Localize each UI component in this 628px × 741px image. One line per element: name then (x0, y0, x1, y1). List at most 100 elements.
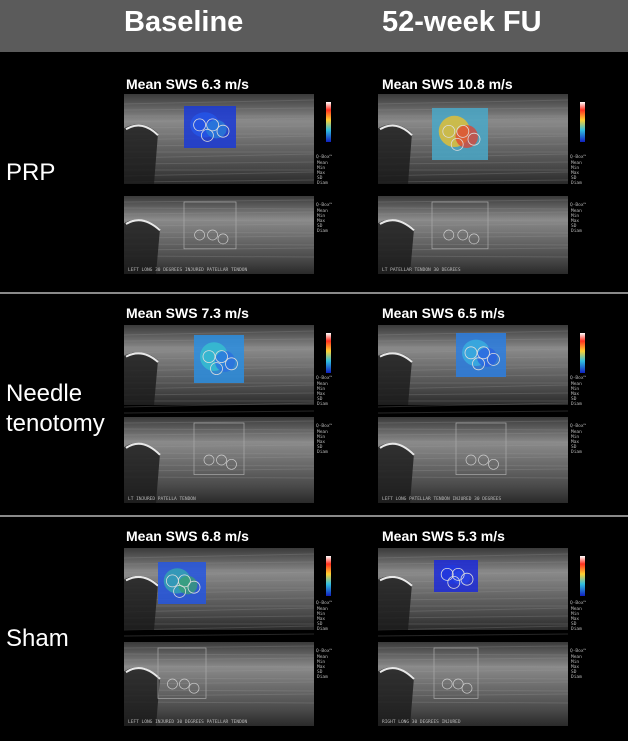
svg-text:Max: Max (571, 218, 579, 224)
svg-text:Diam: Diam (317, 674, 328, 680)
svg-text:Mean: Mean (571, 429, 582, 435)
svg-text:Q-Box™: Q-Box™ (570, 648, 587, 654)
colorbar (580, 556, 585, 596)
svg-text:Diam: Diam (571, 180, 582, 186)
elastography-color-box (158, 562, 206, 604)
svg-text:Q-Box™: Q-Box™ (316, 154, 333, 160)
ultrasound-panel: Q-Box™ Mean Min Max SD Diam RIGHT LONG 30 DEGR… (377, 548, 598, 741)
svg-text:SD: SD (571, 175, 577, 181)
ultrasound-panel: Q-Box™ Mean Min Max SD Diam LEFT LONG INJURED … (123, 548, 344, 741)
elastography-color-box (194, 335, 244, 383)
svg-text:Max: Max (317, 218, 325, 224)
svg-text:Min: Min (317, 213, 325, 219)
svg-text:SD: SD (317, 223, 323, 229)
svg-text:Q-Box™: Q-Box™ (316, 375, 333, 381)
svg-text:Max: Max (317, 439, 325, 445)
svg-text:Q-Box™: Q-Box™ (570, 600, 587, 606)
row-label-needle-tenotomy: Needle tenotomy (6, 380, 105, 437)
svg-text:Diam: Diam (571, 449, 582, 455)
row-label-sham: Sham (6, 625, 69, 652)
svg-text:Max: Max (571, 170, 579, 176)
image-caption: RIGHT LONG 30 DEGREES INJURED (382, 719, 461, 725)
row-divider (0, 515, 628, 517)
svg-text:Q-Box™: Q-Box™ (570, 154, 587, 160)
svg-text:Q-Box™: Q-Box™ (570, 423, 587, 429)
svg-text:Max: Max (571, 391, 579, 397)
svg-text:Mean: Mean (317, 654, 328, 660)
svg-text:Min: Min (317, 165, 325, 171)
svg-text:SD: SD (571, 223, 577, 229)
colorbar (326, 102, 331, 142)
svg-text:Max: Max (317, 664, 325, 670)
row-divider (0, 292, 628, 294)
svg-text:Diam: Diam (317, 228, 328, 234)
svg-text:Diam: Diam (317, 180, 328, 186)
svg-text:Min: Min (571, 213, 579, 219)
svg-text:Mean: Mean (317, 208, 328, 214)
mean-sws-label: Mean SWS 7.3 m/s (126, 305, 249, 321)
svg-text:Min: Min (571, 611, 579, 617)
colorbar (326, 556, 331, 596)
svg-text:SD: SD (571, 669, 577, 675)
svg-text:Min: Min (571, 165, 579, 171)
row-prp: PRP Mean SWS 6.3 m/s Mean SWS 10.8 m/s Q… (0, 54, 628, 292)
svg-text:Max: Max (317, 616, 325, 622)
svg-text:SD: SD (317, 396, 323, 402)
svg-text:Q-Box™: Q-Box™ (570, 375, 587, 381)
svg-text:Mean: Mean (571, 606, 582, 612)
row-needle-tenotomy: Needle tenotomy Mean SWS 7.3 m/s Mean SW… (0, 295, 628, 515)
svg-text:SD: SD (571, 621, 577, 627)
svg-text:SD: SD (317, 621, 323, 627)
svg-text:Mean: Mean (571, 654, 582, 660)
elastography-color-box (456, 333, 506, 377)
svg-text:Q-Box™: Q-Box™ (316, 202, 333, 208)
svg-text:SD: SD (317, 669, 323, 675)
elastography-color-box (432, 108, 488, 160)
svg-text:Max: Max (571, 664, 579, 670)
svg-text:Q-Box™: Q-Box™ (316, 648, 333, 654)
svg-text:Q-Box™: Q-Box™ (570, 202, 587, 208)
svg-text:Min: Min (317, 434, 325, 440)
column-title-baseline: Baseline (124, 6, 244, 38)
svg-text:SD: SD (571, 444, 577, 450)
image-caption: LT PATELLAR TENDON 30 DEGREES (382, 267, 461, 273)
svg-text:Diam: Diam (571, 626, 582, 632)
mean-sws-label: Mean SWS 10.8 m/s (382, 76, 513, 92)
elastography-color-box (184, 106, 236, 148)
svg-text:Diam: Diam (571, 674, 582, 680)
svg-text:Mean: Mean (317, 381, 328, 387)
svg-text:Min: Min (317, 659, 325, 665)
mean-sws-label: Mean SWS 6.5 m/s (382, 305, 505, 321)
ultrasound-panel: Q-Box™ Mean Min Max SD Diam LEFT LONG PATELLAR… (377, 325, 598, 518)
svg-text:Mean: Mean (317, 606, 328, 612)
svg-text:Diam: Diam (571, 401, 582, 407)
svg-text:Min: Min (571, 659, 579, 665)
svg-text:Q-Box™: Q-Box™ (316, 600, 333, 606)
image-caption: LEFT LONG INJURED 30 DEGREES PATELLAR TE… (128, 719, 247, 725)
svg-text:Q-Box™: Q-Box™ (316, 423, 333, 429)
mean-sws-label: Mean SWS 6.3 m/s (126, 76, 249, 92)
ultrasound-panel: Q-Box™ Mean Min Max SD Diam LT INJURED PATELLA… (123, 325, 344, 518)
svg-text:Max: Max (317, 170, 325, 176)
svg-text:SD: SD (317, 175, 323, 181)
svg-text:Min: Min (571, 434, 579, 440)
elastography-color-box (434, 560, 478, 592)
image-caption: LEFT LONG PATELLAR TENDON INJURED 30 DEG… (382, 496, 501, 502)
svg-text:Mean: Mean (571, 160, 582, 166)
mean-sws-label: Mean SWS 5.3 m/s (382, 528, 505, 544)
